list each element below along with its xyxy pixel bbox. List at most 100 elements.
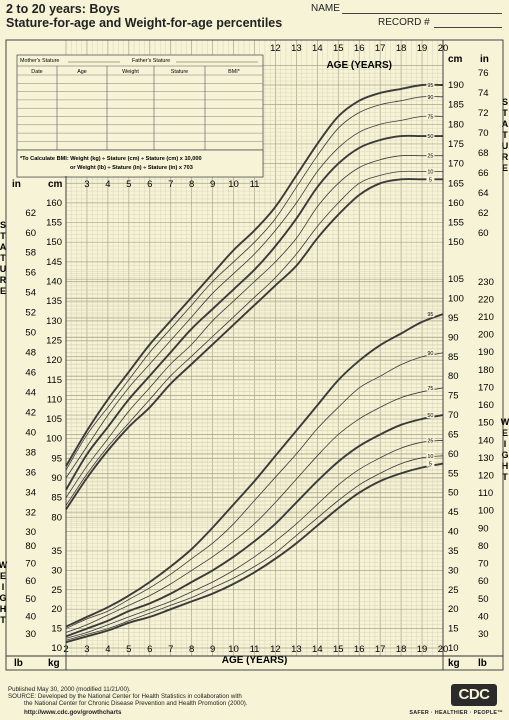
bottom-age-tick-19: 19	[417, 644, 428, 655]
bottom-age-tick-4: 4	[105, 644, 110, 655]
svg-text:T: T	[0, 253, 6, 263]
record-field[interactable]	[434, 27, 502, 28]
bottom-age-tick-14: 14	[312, 644, 323, 655]
weight-right-kg-tick-20: 20	[448, 604, 459, 615]
svg-text:E: E	[502, 428, 508, 438]
weight-right-lb-tick-170: 170	[478, 382, 494, 393]
bottom-age-tick-8: 8	[189, 644, 194, 655]
stature-left-in-tick-52: 52	[25, 308, 36, 319]
stature-left-in-tick-30: 30	[25, 527, 36, 538]
weight-right-lb-tick-190: 190	[478, 347, 494, 358]
weight-left-lb-tick-40: 40	[25, 611, 36, 622]
series-line-1-10	[65, 455, 444, 641]
stature-left-cm-tick-95: 95	[51, 453, 62, 464]
series-line-1-95	[65, 313, 444, 628]
footer-url[interactable]: http://www.cdc.gov/growthcharts	[24, 709, 122, 716]
weight-right-kg-tick-100: 100	[448, 294, 464, 305]
stature-left-cm-tick-120: 120	[46, 355, 62, 366]
mid-age-tick-11: 11	[250, 179, 260, 190]
stature-right-cm-tick-165: 165	[448, 178, 464, 189]
mother-stature-label: Mother's Stature	[20, 58, 59, 64]
svg-text:H: H	[502, 461, 509, 471]
bottom-age-tick-15: 15	[333, 644, 344, 655]
series-line-0-10	[65, 170, 443, 506]
record-col-weight: Weight	[122, 69, 139, 75]
stature-left-in-tick-54: 54	[25, 288, 36, 299]
stature-left-cm-tick-105: 105	[46, 414, 62, 425]
name-field[interactable]	[342, 13, 502, 14]
series-label-0-5: 5	[429, 177, 432, 183]
series-line-0-75	[65, 115, 444, 479]
weight-right-kg-tick-25: 25	[448, 585, 459, 596]
weight-right-lb-tick-220: 220	[478, 294, 494, 305]
series-label-1-95: 95	[427, 312, 433, 318]
mid-age-tick-3: 3	[84, 179, 89, 190]
chart-frame	[5, 39, 504, 671]
top-age-tick-19: 19	[417, 43, 428, 54]
weight-right-kg-tick-85: 85	[448, 352, 459, 363]
cdc-logo: CDC	[451, 684, 497, 706]
svg-text:S: S	[502, 97, 508, 107]
bottom-age-tick-3: 3	[84, 644, 89, 655]
stature-right-cm-tick-160: 160	[448, 198, 464, 209]
series-line-0-50	[65, 134, 443, 491]
bmi-note-line1: *To Calculate BMI: Weight (kg) ÷ Stature…	[20, 156, 202, 162]
stature-right-in-tick-62: 62	[478, 208, 489, 219]
stature-left-cm-tick-145: 145	[46, 257, 62, 268]
stature-left-cm-tick-90: 90	[51, 473, 62, 484]
weight-left-kg-tick-20: 20	[51, 604, 62, 615]
mid-age-tick-7: 7	[168, 179, 173, 190]
unit-label-kg-6: kg	[448, 658, 460, 669]
series-label-1-5: 5	[429, 462, 432, 468]
svg-text:R: R	[502, 152, 509, 162]
stature-right-cm-tick-190: 190	[448, 80, 464, 91]
series-label-1-90: 90	[427, 351, 433, 357]
weight-right-lb-tick-150: 150	[478, 418, 494, 429]
top-age-tick-12: 12	[270, 43, 281, 54]
weight-left-kg-tick-10: 10	[51, 643, 62, 654]
footer-published: Published May 30, 2000 (modified 11/21/0…	[8, 686, 131, 693]
stature-left-cm-tick-125: 125	[46, 335, 62, 346]
svg-text:R: R	[0, 275, 7, 285]
weight-right-lb-tick-50: 50	[478, 594, 489, 605]
series-line-0-90	[65, 96, 444, 471]
stature-right-cm-tick-175: 175	[448, 139, 464, 150]
stature-left-cm-tick-130: 130	[46, 316, 62, 327]
svg-text:A: A	[502, 119, 509, 129]
record-col-bmi: BMI*	[228, 69, 241, 75]
svg-text:E: E	[0, 286, 6, 296]
weight-right-lb-tick-210: 210	[478, 312, 494, 323]
bottom-age-tick-10: 10	[228, 644, 239, 655]
stature-right-in-tick-76: 76	[478, 68, 489, 79]
unit-label-lb-7: lb	[478, 658, 487, 669]
weight-right-kg-tick-95: 95	[448, 313, 459, 324]
weight-right-kg-tick-10: 10	[448, 643, 459, 654]
weight-right-lb-tick-90: 90	[478, 523, 489, 534]
bmi-note-line2: or Weight (lb) ÷ Stature (in) ÷ Stature …	[70, 165, 193, 171]
weight-right-kg-tick-35: 35	[448, 546, 459, 557]
stature-left-in-tick-50: 50	[25, 328, 36, 339]
series-line-0-95	[65, 83, 444, 467]
series-label-0-90: 90	[427, 95, 433, 101]
weight-right-kg-tick-80: 80	[448, 371, 459, 382]
stature-left-cm-tick-85: 85	[51, 493, 62, 504]
svg-text:W: W	[0, 560, 8, 570]
unit-label-in-3: in	[480, 54, 489, 65]
stature-left-in-tick-46: 46	[25, 368, 36, 379]
series-label-1-50: 50	[427, 413, 433, 419]
svg-text:T: T	[502, 472, 508, 482]
svg-text:I: I	[504, 439, 507, 449]
bottom-age-tick-16: 16	[354, 644, 365, 655]
stature-left-in-tick-48: 48	[25, 348, 36, 359]
mid-age-tick-9: 9	[210, 179, 215, 190]
stature-left-in-tick-62: 62	[25, 208, 36, 219]
stature-right-cm-tick-155: 155	[448, 218, 464, 229]
footer-source: SOURCE: Developed by the National Center…	[8, 693, 242, 700]
footer-source-2: the National Center for Chronic Disease …	[24, 700, 248, 707]
svg-text:G: G	[501, 450, 508, 460]
stature-left-cm-tick-115: 115	[47, 375, 62, 386]
